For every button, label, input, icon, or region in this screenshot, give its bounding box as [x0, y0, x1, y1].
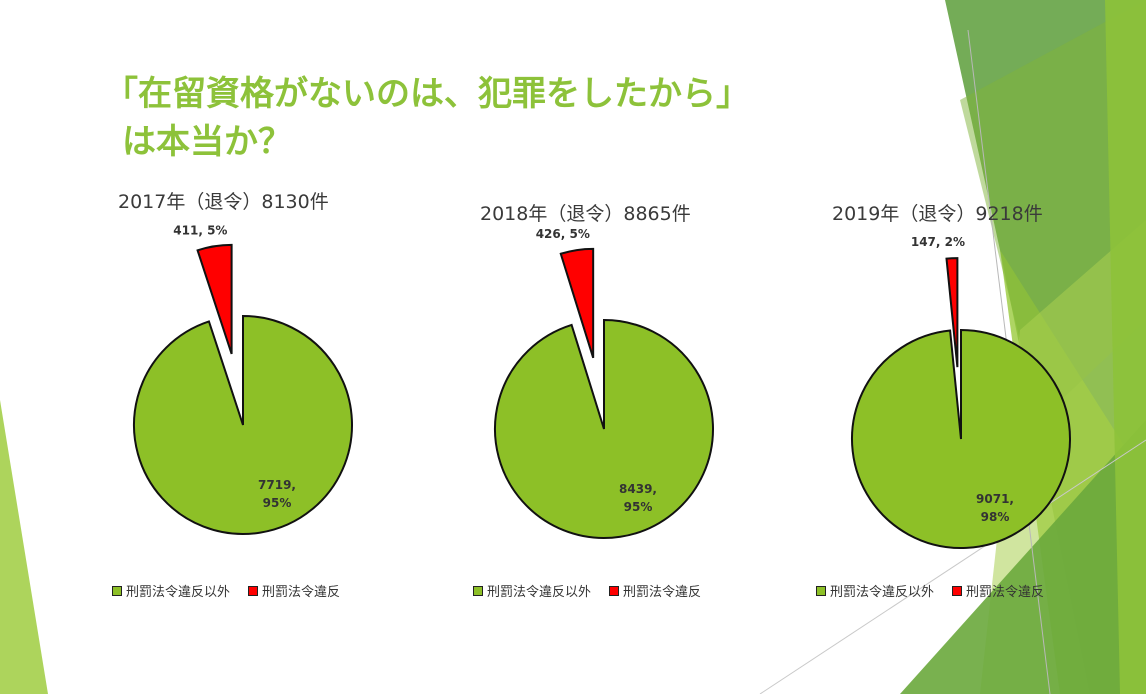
- pie-slice-non-criminal: [133, 314, 353, 535]
- legend-swatch-green: [473, 585, 483, 596]
- legend-swatch-red: [952, 585, 963, 596]
- pie-slice-non-criminal: [851, 328, 1071, 549]
- legend-swatch-red: [248, 585, 259, 596]
- legend-item-criminal: 刑罰法令違反: [952, 581, 1044, 600]
- legend-2017: 刑罰法令違反以外 刑罰法令違反: [112, 581, 358, 600]
- chart-title-2018: 2018年（退令）8865件: [480, 203, 691, 225]
- pie-chart-2018: 8439, 95% 426, 5%: [494, 227, 714, 539]
- chart-title-2019: 2019年（退令）9218件: [832, 203, 1043, 225]
- pie-slice-non-criminal: [494, 318, 714, 539]
- legend-item-non-criminal: 刑罰法令違反以外: [816, 581, 934, 600]
- legend-label: 刑罰法令違反: [623, 585, 702, 600]
- pie-slice-criminal: [196, 243, 233, 355]
- legend-item-non-criminal: 刑罰法令違反以外: [112, 581, 230, 600]
- legend-swatch-green: [112, 585, 122, 596]
- legend-swatch-red: [609, 585, 620, 596]
- chart-title-2017: 2017年（退令）8130件: [118, 191, 329, 213]
- legend-2019: 刑罰法令違反以外 刑罰法令違反: [816, 581, 1062, 600]
- legend-swatch-green: [816, 585, 826, 596]
- legend-item-criminal: 刑罰法令違反: [248, 581, 340, 600]
- data-label-criminal: 411, 5%: [173, 223, 227, 237]
- legend-label: 刑罰法令違反以外: [487, 585, 592, 600]
- pie-chart-2017: 7719, 95% 411, 5%: [133, 223, 353, 535]
- data-label-non-criminal: 9071, 98%: [976, 492, 1014, 524]
- legend-label: 刑罰法令違反以外: [830, 585, 935, 600]
- legend-label: 刑罰法令違反: [966, 585, 1045, 600]
- legend-item-non-criminal: 刑罰法令違反以外: [473, 581, 591, 600]
- legend-2018: 刑罰法令違反以外 刑罰法令違反: [473, 581, 719, 600]
- pie-slice-criminal: [945, 257, 959, 368]
- data-label-non-criminal: 8439, 95%: [619, 482, 657, 514]
- data-label-criminal: 147, 2%: [911, 235, 965, 249]
- slide-title-line-1: 「在留資格がないのは、犯罪をしたから」: [104, 74, 750, 114]
- legend-item-criminal: 刑罰法令違反: [609, 581, 701, 600]
- slide-title-line-2: は本当か？: [122, 122, 292, 162]
- pie-slice-criminal: [559, 247, 595, 359]
- legend-label: 刑罰法令違反: [262, 585, 341, 600]
- data-label-criminal: 426, 5%: [536, 227, 590, 241]
- legend-label: 刑罰法令違反以外: [126, 585, 231, 600]
- data-label-non-criminal: 7719, 95%: [258, 478, 296, 510]
- pie-chart-2019: 9071, 98% 147, 2%: [851, 235, 1071, 549]
